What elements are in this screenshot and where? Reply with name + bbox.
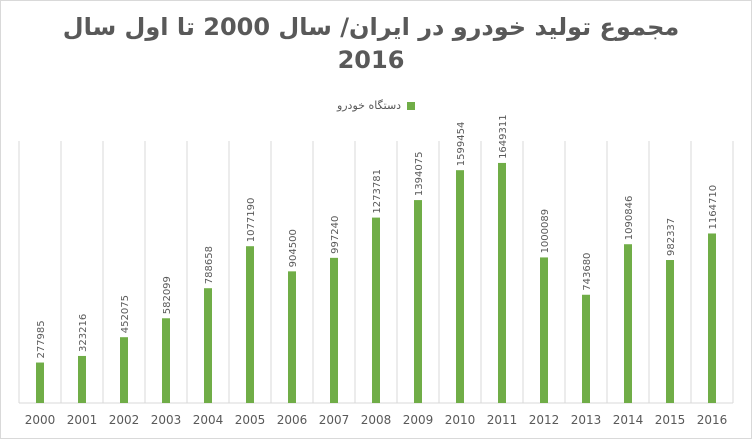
- bar: [540, 257, 548, 403]
- data-label: 743680: [582, 253, 593, 291]
- data-label: 982337: [666, 218, 677, 256]
- data-label: 1090846: [624, 196, 635, 241]
- bar: [162, 318, 170, 403]
- data-label: 788658: [204, 246, 215, 284]
- bar: [78, 355, 86, 403]
- x-tick-label: 2008: [361, 413, 392, 427]
- data-label: 323216: [78, 314, 89, 352]
- bar: [246, 246, 254, 403]
- bar: [708, 233, 716, 403]
- bar: [120, 337, 128, 403]
- bar: [624, 244, 632, 403]
- legend: دستگاه خودرو: [301, 99, 451, 112]
- bar: [456, 170, 464, 403]
- bar: [372, 217, 380, 403]
- x-tick-label: 2012: [529, 413, 560, 427]
- data-label: 997240: [330, 216, 341, 254]
- x-tick-label: 2007: [319, 413, 350, 427]
- data-label: 1394075: [414, 152, 425, 197]
- x-tick-label: 2009: [403, 413, 434, 427]
- x-tick-label: 2000: [25, 413, 56, 427]
- data-label: 1649311: [498, 114, 509, 159]
- x-tick-label: 2001: [67, 413, 98, 427]
- data-label: 1273781: [372, 169, 383, 214]
- bar: [498, 162, 506, 403]
- chart-title: مجموع تولید خودرو در ایران/ سال 2000 تا …: [62, 13, 680, 74]
- bar: [36, 362, 44, 403]
- data-label: 277985: [36, 320, 47, 358]
- data-label: 1599454: [456, 122, 467, 167]
- data-label: 1164710: [708, 185, 719, 230]
- data-label: 1000089: [540, 209, 551, 254]
- x-tick-label: 2006: [277, 413, 308, 427]
- data-label: 1077190: [246, 198, 257, 243]
- bar: [666, 260, 674, 403]
- bar: [330, 257, 338, 403]
- legend-label: دستگاه خودرو: [336, 99, 402, 112]
- x-tick-label: 2002: [109, 413, 140, 427]
- x-tick-label: 2013: [571, 413, 602, 427]
- x-tick-label: 2011: [487, 413, 518, 427]
- x-tick-label: 2004: [193, 413, 224, 427]
- bar: [288, 271, 296, 403]
- x-tick-label: 2005: [235, 413, 266, 427]
- x-tick-label: 2016: [697, 413, 728, 427]
- bar: [582, 294, 590, 403]
- x-tick-label: 2003: [151, 413, 182, 427]
- x-tick-label: 2014: [613, 413, 644, 427]
- legend-swatch: [407, 101, 416, 110]
- x-tick-label: 2015: [655, 413, 686, 427]
- data-label: 452075: [120, 295, 131, 333]
- data-label: 904500: [288, 229, 299, 267]
- bar: [204, 288, 212, 403]
- bar: [414, 200, 422, 403]
- x-tick-label: 2010: [445, 413, 476, 427]
- data-label: 582099: [162, 276, 173, 314]
